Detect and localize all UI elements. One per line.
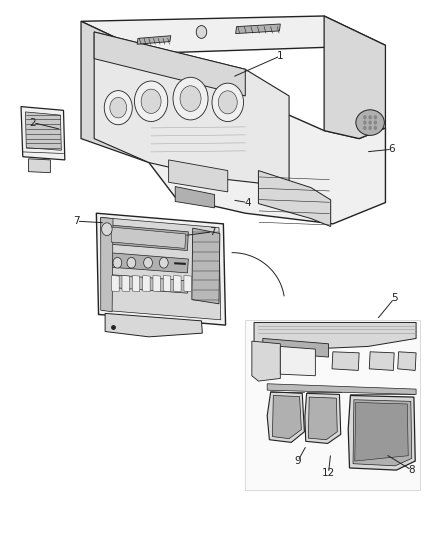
Circle shape bbox=[363, 126, 367, 130]
Polygon shape bbox=[109, 274, 188, 293]
Circle shape bbox=[110, 98, 127, 118]
Text: 7: 7 bbox=[209, 227, 216, 237]
Polygon shape bbox=[348, 395, 415, 470]
Circle shape bbox=[218, 91, 237, 114]
Polygon shape bbox=[112, 276, 119, 292]
Text: 12: 12 bbox=[322, 469, 335, 478]
Polygon shape bbox=[252, 341, 280, 381]
Circle shape bbox=[144, 257, 152, 268]
Polygon shape bbox=[109, 225, 188, 251]
Polygon shape bbox=[81, 21, 149, 163]
Text: 1: 1 bbox=[277, 51, 284, 61]
Circle shape bbox=[127, 257, 136, 268]
Polygon shape bbox=[137, 36, 171, 44]
Circle shape bbox=[368, 120, 372, 125]
Polygon shape bbox=[263, 338, 328, 357]
Polygon shape bbox=[149, 53, 385, 224]
Circle shape bbox=[212, 83, 244, 122]
Polygon shape bbox=[94, 32, 245, 96]
Polygon shape bbox=[245, 320, 420, 490]
Polygon shape bbox=[267, 392, 304, 442]
Polygon shape bbox=[355, 402, 408, 461]
Polygon shape bbox=[21, 107, 65, 160]
Polygon shape bbox=[184, 276, 191, 292]
Polygon shape bbox=[236, 24, 280, 34]
Polygon shape bbox=[81, 16, 385, 53]
Circle shape bbox=[134, 81, 168, 122]
Text: 6: 6 bbox=[389, 144, 396, 154]
Circle shape bbox=[141, 89, 161, 114]
Polygon shape bbox=[267, 384, 416, 394]
Polygon shape bbox=[254, 322, 416, 349]
Polygon shape bbox=[143, 276, 150, 292]
Polygon shape bbox=[353, 400, 412, 466]
Polygon shape bbox=[94, 32, 289, 187]
Polygon shape bbox=[332, 352, 359, 370]
Circle shape bbox=[113, 257, 122, 268]
Polygon shape bbox=[101, 217, 113, 312]
Text: 2: 2 bbox=[29, 118, 36, 127]
Polygon shape bbox=[25, 112, 61, 150]
Text: 7: 7 bbox=[73, 216, 80, 226]
Circle shape bbox=[363, 120, 367, 125]
Polygon shape bbox=[163, 276, 171, 292]
Polygon shape bbox=[122, 276, 130, 292]
Polygon shape bbox=[169, 160, 228, 192]
Polygon shape bbox=[272, 395, 301, 439]
Circle shape bbox=[374, 126, 377, 130]
Text: 5: 5 bbox=[391, 294, 398, 303]
Text: 4: 4 bbox=[244, 198, 251, 207]
Polygon shape bbox=[173, 276, 181, 292]
Polygon shape bbox=[369, 352, 394, 370]
Polygon shape bbox=[132, 276, 140, 292]
Ellipse shape bbox=[356, 110, 385, 135]
Polygon shape bbox=[308, 397, 337, 440]
Polygon shape bbox=[324, 16, 385, 139]
Polygon shape bbox=[258, 171, 331, 227]
Polygon shape bbox=[192, 228, 220, 304]
Circle shape bbox=[374, 115, 377, 119]
Polygon shape bbox=[153, 276, 160, 292]
Polygon shape bbox=[280, 346, 315, 376]
Polygon shape bbox=[398, 352, 416, 370]
Polygon shape bbox=[109, 253, 188, 273]
Text: 8: 8 bbox=[408, 465, 415, 475]
Polygon shape bbox=[96, 213, 226, 325]
Polygon shape bbox=[111, 227, 186, 248]
Circle shape bbox=[102, 223, 112, 236]
Polygon shape bbox=[175, 187, 215, 208]
Circle shape bbox=[180, 86, 201, 111]
Circle shape bbox=[363, 115, 367, 119]
Polygon shape bbox=[101, 217, 221, 320]
Circle shape bbox=[368, 126, 372, 130]
Polygon shape bbox=[105, 313, 202, 337]
Polygon shape bbox=[28, 159, 50, 173]
Circle shape bbox=[104, 91, 132, 125]
Text: 9: 9 bbox=[294, 456, 301, 466]
Circle shape bbox=[173, 77, 208, 120]
Circle shape bbox=[196, 26, 207, 38]
Circle shape bbox=[374, 120, 377, 125]
Circle shape bbox=[368, 115, 372, 119]
Polygon shape bbox=[305, 393, 341, 443]
Circle shape bbox=[159, 257, 168, 268]
